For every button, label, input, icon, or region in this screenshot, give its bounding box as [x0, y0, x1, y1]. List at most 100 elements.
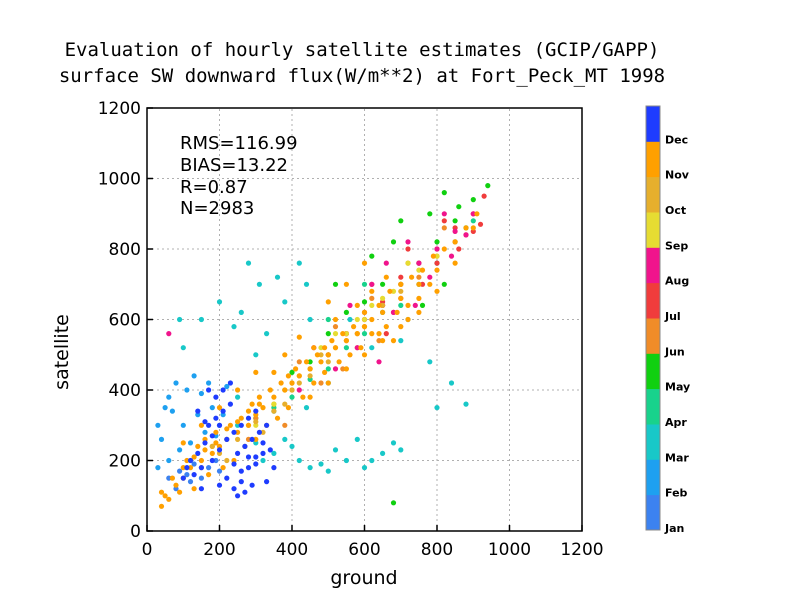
data-point-nov — [249, 401, 255, 407]
data-point-dec — [253, 461, 259, 467]
data-point-nov — [235, 387, 241, 393]
data-point-mar — [235, 422, 241, 428]
data-point-mar — [238, 309, 244, 315]
data-point-jan — [177, 468, 183, 474]
data-point-mar — [235, 394, 241, 400]
data-point-dec — [198, 486, 204, 492]
data-point-feb — [180, 422, 186, 428]
data-point-dec — [180, 475, 186, 481]
colorbar-label: Feb — [665, 487, 688, 500]
data-point-feb — [158, 436, 165, 442]
data-point-nov — [296, 373, 302, 379]
data-point-nov — [369, 288, 375, 294]
data-point-nov — [354, 302, 360, 308]
data-point-nov — [285, 405, 291, 411]
data-point-may — [434, 239, 440, 245]
data-point-mar — [369, 345, 375, 351]
data-point-aug — [369, 281, 375, 287]
data-point-mar — [398, 338, 404, 344]
x-tick-label: 0 — [142, 540, 153, 560]
data-point-dec — [220, 387, 226, 393]
data-point-nov — [430, 253, 436, 259]
data-point-oct — [296, 380, 302, 386]
data-point-oct — [235, 436, 241, 442]
data-point-may — [456, 204, 462, 210]
data-point-mar — [380, 450, 386, 456]
colorbar-segment-jul — [646, 282, 660, 319]
data-point-aug — [434, 246, 440, 252]
data-point-dec — [238, 479, 244, 485]
data-point-apr — [289, 394, 295, 400]
data-point-apr — [325, 366, 331, 372]
data-point-dec — [227, 401, 233, 407]
data-point-nov — [416, 281, 422, 287]
data-point-nov — [169, 475, 175, 481]
data-point-feb — [191, 373, 197, 379]
data-point-mar — [216, 299, 223, 305]
data-point-nov — [390, 338, 397, 344]
data-point-dec — [184, 465, 190, 471]
data-point-mar — [427, 359, 433, 365]
data-point-aug — [412, 302, 418, 308]
data-point-mar — [282, 436, 288, 442]
data-point-sep — [434, 253, 440, 259]
data-point-dec — [216, 482, 223, 488]
data-point-nov — [227, 422, 233, 428]
data-point-nov — [329, 338, 335, 344]
data-point-aug — [405, 239, 411, 245]
data-point-jun — [318, 380, 324, 386]
data-point-feb — [177, 447, 183, 453]
data-point-may — [470, 197, 476, 203]
colorbar-segment-feb — [646, 459, 660, 496]
data-point-nov — [322, 369, 328, 375]
data-point-oct — [209, 443, 215, 449]
data-point-jan — [191, 461, 197, 467]
data-point-nov — [274, 415, 281, 421]
data-point-oct — [260, 429, 266, 435]
data-point-may — [427, 211, 433, 217]
data-point-dec — [209, 457, 215, 464]
data-point-mar — [343, 457, 349, 464]
chart-title-line-1: Evaluation of hourly satellite estimates… — [65, 39, 660, 61]
data-point-sep — [253, 422, 259, 428]
data-point-dec — [242, 443, 248, 449]
data-point-feb — [220, 412, 226, 418]
data-point-nov — [224, 426, 230, 432]
data-point-nov — [358, 345, 364, 351]
data-point-dec — [195, 408, 201, 414]
data-point-dec — [260, 440, 266, 446]
data-point-aug — [452, 228, 458, 234]
y-tick-label: 400 — [109, 381, 141, 401]
data-point-mar — [332, 447, 339, 453]
data-point-jan — [166, 475, 172, 481]
data-point-nov — [220, 465, 226, 471]
data-point-jul — [481, 193, 487, 199]
data-point-mar — [198, 316, 204, 323]
data-point-dec — [238, 468, 244, 474]
colorbar-label: Oct — [665, 204, 686, 217]
x-tick-label: 1000 — [488, 540, 531, 560]
colorbar-segment-aug — [646, 247, 660, 284]
data-point-dec — [216, 422, 223, 428]
data-point-nov — [195, 443, 201, 449]
data-point-apr — [398, 302, 404, 308]
data-point-jul — [419, 281, 426, 287]
data-point-nov — [158, 489, 165, 495]
data-point-dec — [245, 465, 252, 471]
data-point-feb — [155, 465, 161, 471]
data-point-sep — [271, 401, 277, 407]
data-point-may — [343, 309, 349, 315]
data-point-dec — [271, 465, 277, 471]
data-point-oct — [253, 419, 259, 425]
data-point-jan — [206, 465, 212, 471]
data-point-feb — [173, 380, 179, 386]
data-point-nov — [180, 440, 186, 446]
data-point-nov — [235, 429, 241, 435]
data-point-jul — [434, 260, 440, 266]
data-point-dec — [238, 422, 244, 428]
data-point-nov — [209, 450, 215, 456]
axis-ticks: 0 200 400 600 800 1000 1200 0 200 400 600 800 1000 12… — [98, 99, 604, 560]
stat-r: R=0.87 — [180, 177, 248, 198]
y-tick-label: 1000 — [98, 170, 141, 190]
x-tick-label: 200 — [203, 540, 235, 560]
